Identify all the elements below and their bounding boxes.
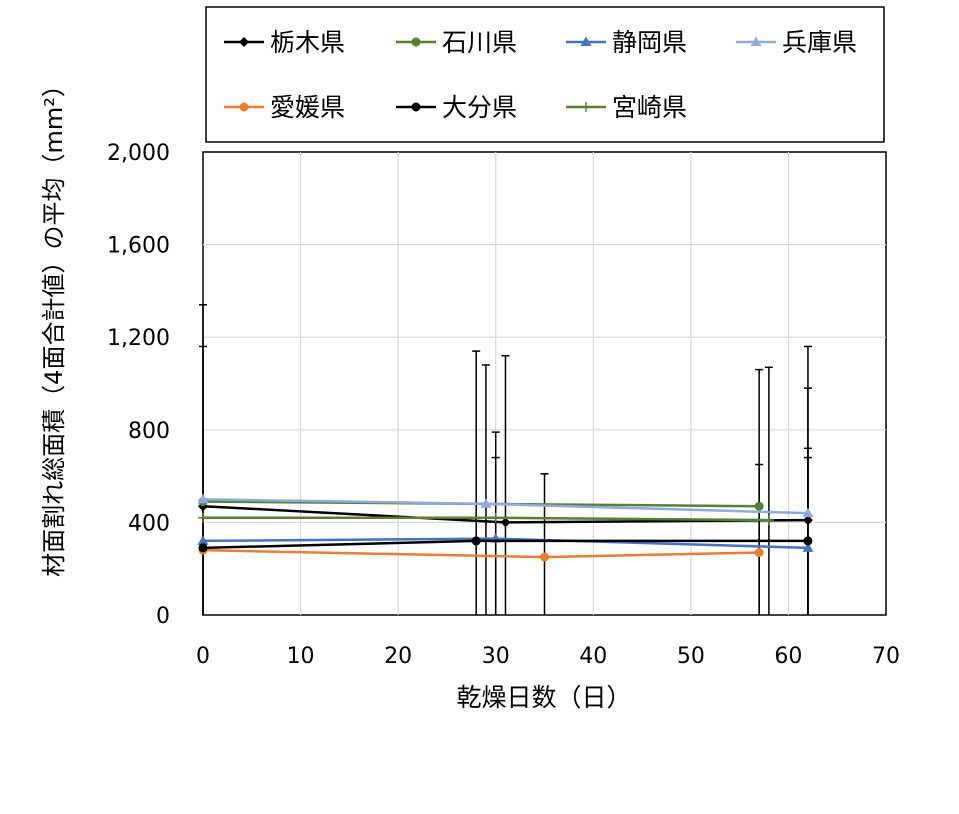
data-point bbox=[197, 493, 209, 504]
data-point bbox=[500, 517, 511, 528]
x-tick-label: 70 bbox=[872, 644, 900, 669]
data-point bbox=[802, 507, 814, 518]
legend-box bbox=[205, 6, 885, 143]
series-3 bbox=[197, 493, 814, 518]
data-point bbox=[802, 515, 813, 526]
y-tick-label: 0 bbox=[156, 604, 170, 629]
legend-marker bbox=[750, 36, 762, 46]
x-tick-label: 0 bbox=[196, 644, 210, 669]
data-point bbox=[763, 515, 774, 526]
y-tick-label: 1,200 bbox=[107, 326, 170, 351]
y-tick-label: 1,600 bbox=[107, 234, 170, 259]
data-point bbox=[197, 535, 209, 545]
legend-label: 宮崎県 bbox=[612, 93, 687, 122]
y-tick-label: 400 bbox=[128, 511, 170, 536]
data-point bbox=[198, 512, 208, 523]
legend-item: 大分県 bbox=[396, 93, 517, 122]
legend-label: 石川県 bbox=[442, 28, 517, 57]
legend-label: 栃木県 bbox=[270, 28, 345, 57]
legend-label: 兵庫県 bbox=[782, 28, 857, 57]
legend-label: 大分県 bbox=[442, 93, 517, 122]
legend-marker bbox=[411, 102, 421, 112]
x-tick-label: 40 bbox=[579, 644, 607, 669]
legend-item: 愛媛県 bbox=[224, 93, 345, 122]
legend-item: 宮崎県 bbox=[566, 93, 687, 122]
x-tick-label: 50 bbox=[677, 644, 705, 669]
data-point bbox=[471, 536, 481, 546]
legend-item: 兵庫県 bbox=[736, 28, 857, 57]
x-axis-label: 乾燥日数（日） bbox=[456, 683, 631, 712]
legend-item: 栃木県 bbox=[224, 28, 345, 57]
legend-marker bbox=[411, 37, 421, 47]
data-point bbox=[198, 543, 208, 553]
data-point bbox=[754, 547, 764, 557]
data-point bbox=[490, 512, 501, 523]
y-tick-label: 800 bbox=[128, 419, 170, 444]
legend-label: 静岡県 bbox=[612, 28, 687, 57]
series-lines bbox=[197, 493, 814, 562]
data-point bbox=[480, 498, 492, 508]
legend-item: 石川県 bbox=[396, 28, 517, 57]
legend-marker bbox=[581, 102, 591, 112]
x-tick-label: 30 bbox=[482, 644, 510, 669]
series-5 bbox=[198, 536, 813, 553]
x-tick-label: 20 bbox=[384, 644, 412, 669]
legend-marker bbox=[580, 36, 592, 46]
data-point bbox=[754, 501, 764, 511]
legend-marker bbox=[239, 37, 249, 47]
data-point bbox=[803, 536, 813, 546]
y-tick-label: 2,000 bbox=[107, 141, 170, 166]
legend-item: 静岡県 bbox=[566, 28, 687, 57]
data-point bbox=[802, 542, 814, 552]
y-axis-label: 材面割れ総面積（4面合計値）の平均（mm²） bbox=[40, 73, 68, 577]
series-6 bbox=[198, 512, 774, 526]
data-point bbox=[540, 552, 549, 562]
legend-label: 愛媛県 bbox=[270, 93, 345, 122]
grid-lines bbox=[203, 152, 886, 615]
x-tick-label: 10 bbox=[287, 644, 315, 669]
x-tick-label: 60 bbox=[774, 644, 802, 669]
legend-marker bbox=[239, 102, 249, 112]
y-tick-labels: 0 400 800 1,200 1,600 2,000 bbox=[107, 141, 170, 629]
x-tick-labels: 0 10 20 30 40 50 60 70 bbox=[196, 644, 900, 669]
